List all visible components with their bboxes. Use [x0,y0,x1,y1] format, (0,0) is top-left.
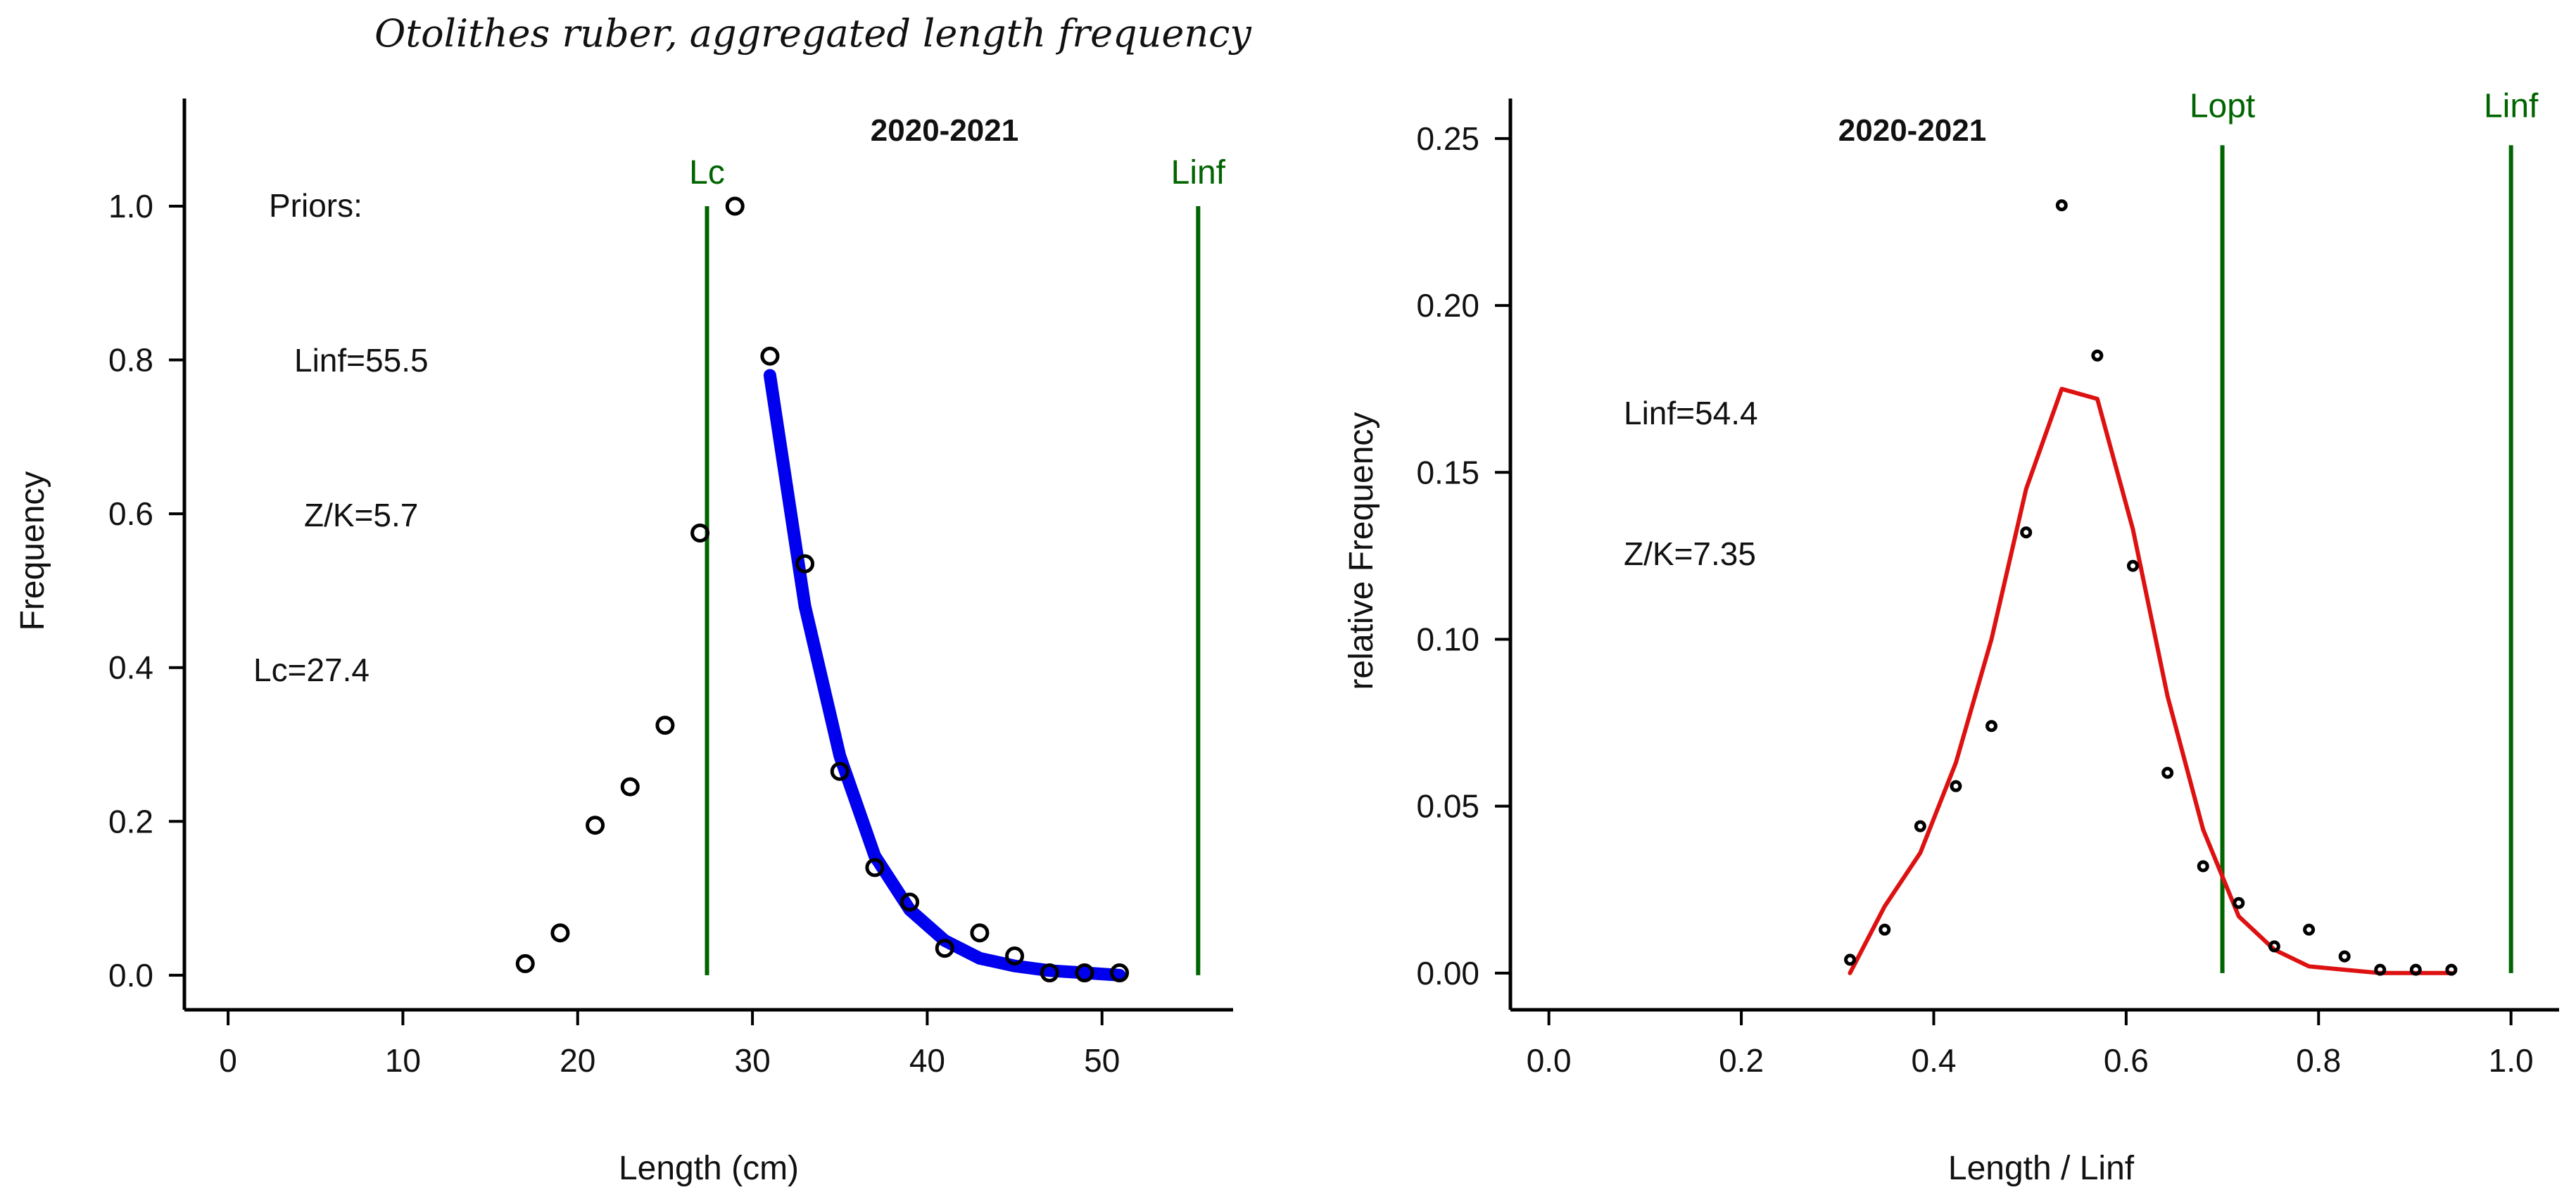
figure-title: Otolithes ruber, aggregated length frequ… [374,11,1252,56]
x-tick-label: 0.6 [2104,1042,2149,1079]
data-point [725,196,745,216]
data-point [2091,349,2104,362]
data-point [2126,559,2139,572]
fit-line [1848,386,2454,975]
y-tick-label: 0.10 [1416,621,1479,657]
data-point [760,346,780,366]
annotation-note: Priors: [269,187,362,224]
annotation-note: Linf=54.4 [1624,395,1758,431]
x-tick-label: 0.4 [1911,1042,1956,1079]
data-point [2197,860,2209,873]
y-tick-label: 0.4 [108,649,153,686]
data-point [830,761,850,781]
x-tick-label: 0.2 [1719,1042,1764,1079]
data-point [2020,526,2033,539]
x-tick-label: 0.8 [2296,1042,2341,1079]
x-tick-label: 40 [909,1042,945,1079]
right-panel-relative-frequency: 0.0 0.2 0.4 0.6 0.8 1.0 0.00 0.05 0.10 0.15 0.20 0.… [1343,87,2559,1187]
data-point [1914,820,1926,832]
data-point [2374,963,2387,976]
reference-label-linf: Linf [1171,154,1226,191]
x-tick-label: 0 [219,1042,237,1079]
reference-label-linf: Linf [2484,87,2539,125]
data-point [1110,963,1130,983]
data-point [2161,766,2174,779]
panel-title: 2020-2021 [871,113,1018,148]
y-tick-label: 0.8 [108,342,153,379]
data-point [620,777,640,797]
data-point [1075,963,1094,983]
annotation-note: Linf=55.5 [294,342,429,379]
y-tick-label: 0.00 [1416,955,1479,991]
data-point [795,554,815,574]
data-point [515,953,535,973]
data-point [1005,946,1025,966]
data-point [1950,780,1962,792]
data-point [655,716,675,735]
y-tick-label: 0.20 [1416,287,1479,324]
annotation-note: Lc=27.4 [253,652,370,688]
y-tick-label: 0.2 [108,803,153,839]
y-tick-label: 0.6 [108,495,153,532]
data-point [2055,199,2068,212]
y-tick-label: 0.0 [108,957,153,994]
data-point [935,939,954,958]
data-point [1040,963,1059,983]
x-tick-label: 1.0 [2489,1042,2534,1079]
data-point [586,816,605,835]
data-point [2409,963,2422,976]
data-point [1985,720,1997,733]
y-axis-label: Frequency [14,471,51,631]
panel-title: 2020-2021 [1838,113,1986,148]
y-tick-label: 0.05 [1416,788,1479,825]
y-tick-label: 0.25 [1416,120,1479,157]
x-axis-label: Length (cm) [619,1150,799,1187]
annotation-note: Z/K=5.7 [304,497,418,533]
y-axis-label: relative Frequency [1343,412,1380,690]
x-tick-label: 30 [734,1042,770,1079]
data-point [2303,923,2316,936]
y-tick-label: 0.15 [1416,454,1479,490]
data-point [2233,896,2245,909]
data-point [900,892,920,912]
y-tick-label: 1.0 [108,188,153,224]
reference-label-lopt: Lopt [2190,87,2255,125]
data-point [550,923,570,943]
data-point [1844,953,1857,966]
data-point [2268,940,2280,953]
x-tick-label: 0.0 [1527,1042,1572,1079]
annotation-note: Z/K=7.35 [1624,536,1756,572]
data-point [970,923,990,943]
x-tick-label: 10 [385,1042,421,1079]
x-tick-label: 20 [560,1042,595,1079]
data-point [2445,963,2458,976]
x-axis-label: Length / Linf [1948,1150,2135,1187]
data-point [865,858,885,877]
data-point [690,523,710,543]
left-panel-length-frequency: 0 10 20 30 40 50 0.0 0.2 0.4 0.6 0.8 1.0 Length (cm)… [14,99,1233,1187]
reference-label-lc: Lc [689,154,725,191]
data-point [1879,923,1891,936]
data-point [2338,950,2351,963]
x-tick-label: 50 [1084,1042,1120,1079]
